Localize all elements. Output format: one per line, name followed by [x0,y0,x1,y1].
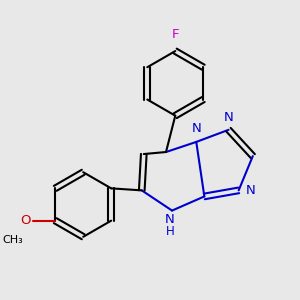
Text: O: O [20,214,31,227]
Text: N: N [192,122,202,135]
Text: N: N [246,184,256,197]
Text: CH₃: CH₃ [2,235,23,245]
Text: N: N [224,111,234,124]
Text: F: F [172,28,179,41]
Text: N: N [165,213,175,226]
Text: H: H [166,225,174,238]
